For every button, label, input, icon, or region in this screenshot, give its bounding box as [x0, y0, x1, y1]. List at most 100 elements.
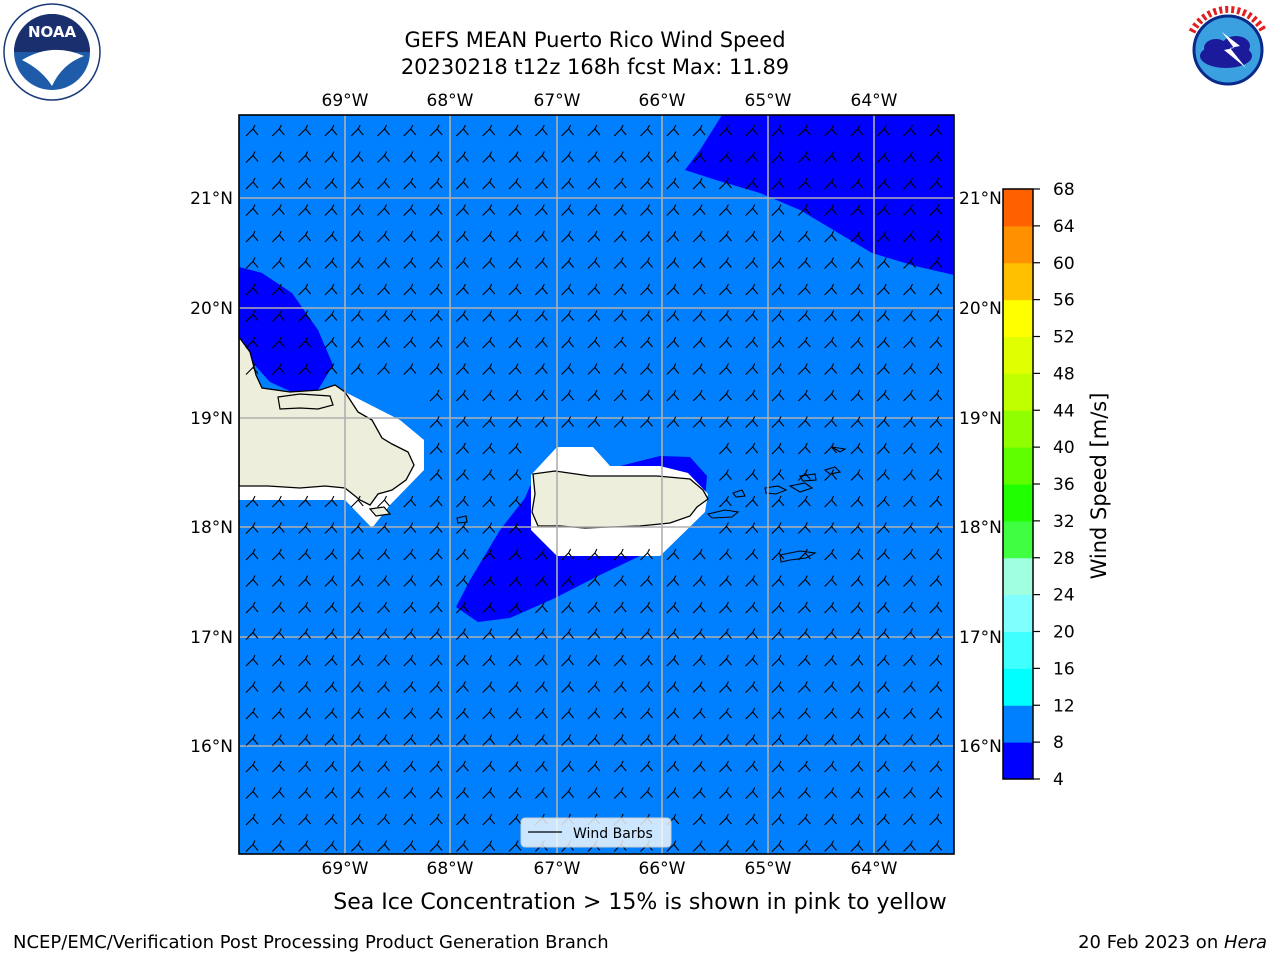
wind-barb — [771, 442, 785, 455]
wind-barb — [508, 283, 522, 296]
wind-barb — [613, 310, 627, 322]
wind-barb — [745, 204, 759, 216]
wind-barb — [587, 654, 601, 667]
wind-barb — [587, 151, 601, 163]
colorbar-segment — [1003, 447, 1033, 485]
wind-barb — [850, 204, 864, 216]
wind-barb — [245, 310, 259, 322]
wind-barb — [561, 151, 575, 163]
wind-barb — [429, 416, 443, 428]
wind-barb — [850, 283, 864, 296]
wind-barb — [903, 389, 916, 402]
wind-barb — [561, 283, 575, 296]
wind-barb — [482, 469, 496, 481]
wind-barb — [850, 416, 864, 428]
wind-barb — [508, 575, 522, 587]
wind-barb — [640, 151, 653, 163]
wind-barb — [850, 442, 864, 455]
colorbar-tick-label: 48 — [1053, 364, 1075, 384]
wind-barb — [456, 601, 469, 614]
wind-barb — [587, 681, 601, 693]
colorbar-segment — [1003, 225, 1033, 264]
wind-barb — [456, 787, 469, 799]
wind-barb — [350, 601, 364, 614]
wind-barb — [797, 442, 811, 455]
wind-barb — [429, 336, 443, 349]
wind-barb — [903, 230, 916, 243]
wind-barb — [719, 151, 732, 163]
wind-barb — [903, 734, 916, 746]
wind-barb — [403, 177, 417, 190]
wind-barb — [797, 681, 811, 693]
wind-barb — [324, 177, 338, 190]
wind-barb — [534, 787, 548, 799]
wind-barb — [271, 654, 285, 667]
wind-barb — [640, 336, 653, 349]
wind-barb — [692, 734, 706, 746]
wind-barb — [324, 760, 338, 773]
wind-barb — [666, 336, 680, 349]
lat-label-21n-right: 21°N — [959, 189, 1002, 209]
colorbar-segment — [1003, 484, 1033, 522]
wind-barb — [824, 336, 838, 349]
wind-barb — [903, 336, 916, 349]
wind-barb — [692, 257, 706, 269]
colorbar-tick-label: 32 — [1053, 512, 1075, 532]
wind-barb — [876, 760, 890, 773]
wind-barb — [824, 495, 838, 508]
wind-barb — [745, 363, 759, 375]
wind-barb — [929, 495, 943, 508]
wind-barb — [640, 230, 653, 243]
wind-barb — [745, 389, 759, 402]
lat-label-21n-left: 21°N — [190, 189, 233, 209]
wind-barb — [666, 734, 680, 746]
wind-barb — [534, 283, 548, 296]
wind-barb — [929, 469, 943, 481]
colorbar-tick-label: 52 — [1053, 328, 1075, 348]
wind-barb — [298, 575, 312, 587]
wind-barb — [797, 628, 811, 640]
wind-barb — [271, 601, 285, 614]
wind-barb — [797, 230, 811, 243]
wind-barb — [456, 575, 469, 587]
colorbar-segment — [1003, 742, 1033, 780]
wind-barb — [850, 257, 864, 269]
wind-barb — [482, 760, 496, 773]
wind-barb — [692, 840, 706, 852]
wind-barb — [666, 707, 680, 720]
wind-barb — [876, 177, 890, 190]
puerto-rico-land — [531, 470, 709, 529]
wind-barb — [613, 681, 627, 693]
wind-barb — [719, 469, 732, 481]
wind-barb — [640, 124, 653, 137]
wind-barb — [298, 548, 312, 561]
wind-barb — [271, 628, 285, 640]
wind-barb — [797, 813, 811, 826]
wind-barb — [561, 681, 575, 693]
lon-label-69w-bottom: 69°W — [322, 859, 369, 879]
wind-barb — [797, 389, 811, 402]
wind-barb — [429, 124, 443, 137]
wind-barb — [797, 575, 811, 587]
wind-barb — [298, 230, 312, 243]
wind-barb — [876, 840, 890, 852]
wind-barb — [561, 124, 575, 137]
colorbar-segment — [1003, 668, 1033, 706]
wind-barb — [456, 681, 469, 693]
wind-barb — [876, 151, 890, 163]
culebra-island — [732, 489, 746, 498]
wind-barb — [482, 124, 496, 137]
wind-barb — [245, 177, 259, 190]
wind-barb — [561, 575, 575, 587]
wind-barb — [324, 310, 338, 322]
wind-barb — [692, 389, 706, 402]
wind-barb — [534, 601, 548, 614]
wind-barb — [377, 336, 390, 349]
wind-barb — [298, 628, 312, 640]
lon-label-64w-bottom: 64°W — [851, 859, 898, 879]
wind-barb — [929, 707, 943, 720]
wind-barb — [429, 230, 443, 243]
wind-barb — [876, 416, 890, 428]
wind-barb — [534, 310, 548, 322]
wind-barb — [324, 654, 338, 667]
